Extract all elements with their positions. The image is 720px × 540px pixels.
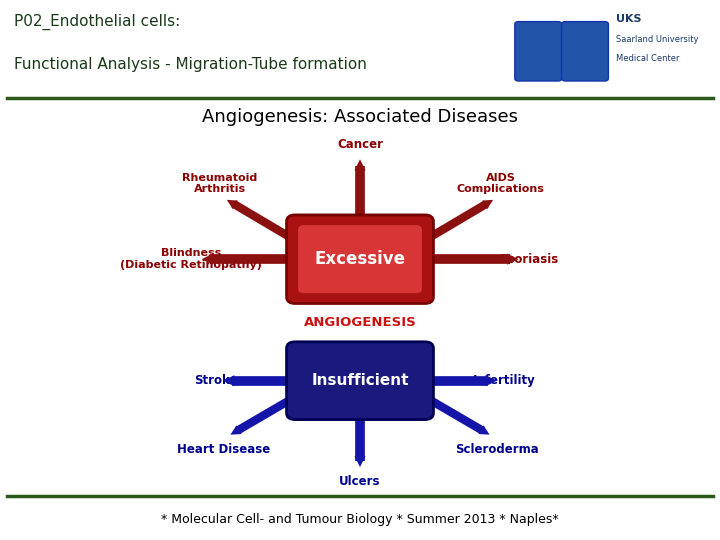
Text: Rheumatoid
Arthritis: Rheumatoid Arthritis (182, 173, 257, 194)
Text: * Molecular Cell- and Tumour Biology * Summer 2013 * Naples*: * Molecular Cell- and Tumour Biology * S… (161, 513, 559, 526)
Text: Angiogenesis: Associated Diseases: Angiogenesis: Associated Diseases (202, 108, 518, 126)
Text: Scleroderma: Scleroderma (455, 443, 539, 456)
Text: Stroke: Stroke (194, 374, 238, 387)
Text: Ulcers: Ulcers (339, 475, 381, 488)
FancyBboxPatch shape (515, 22, 562, 81)
Text: Blindness
(Diabetic Retinopathy): Blindness (Diabetic Retinopathy) (120, 248, 262, 270)
FancyBboxPatch shape (298, 225, 422, 293)
Text: AIDS
Complications: AIDS Complications (456, 173, 544, 194)
Text: Cancer: Cancer (337, 138, 383, 151)
Text: Saarland University: Saarland University (616, 35, 698, 44)
Text: Medical Center: Medical Center (616, 54, 679, 63)
FancyBboxPatch shape (287, 215, 433, 303)
Text: Excessive: Excessive (315, 250, 405, 268)
Text: Infertility: Infertility (472, 374, 536, 387)
Text: UKS: UKS (616, 14, 641, 24)
FancyBboxPatch shape (562, 22, 608, 81)
Text: Functional Analysis - Migration-Tube formation: Functional Analysis - Migration-Tube for… (14, 57, 367, 72)
Text: Psoriasis: Psoriasis (500, 253, 559, 266)
FancyBboxPatch shape (287, 342, 433, 420)
Text: P02_Endothelial cells:: P02_Endothelial cells: (14, 14, 181, 30)
Text: ANGIOGENESIS: ANGIOGENESIS (304, 316, 416, 329)
Text: Insufficient: Insufficient (311, 373, 409, 388)
Text: Heart Disease: Heart Disease (176, 443, 270, 456)
